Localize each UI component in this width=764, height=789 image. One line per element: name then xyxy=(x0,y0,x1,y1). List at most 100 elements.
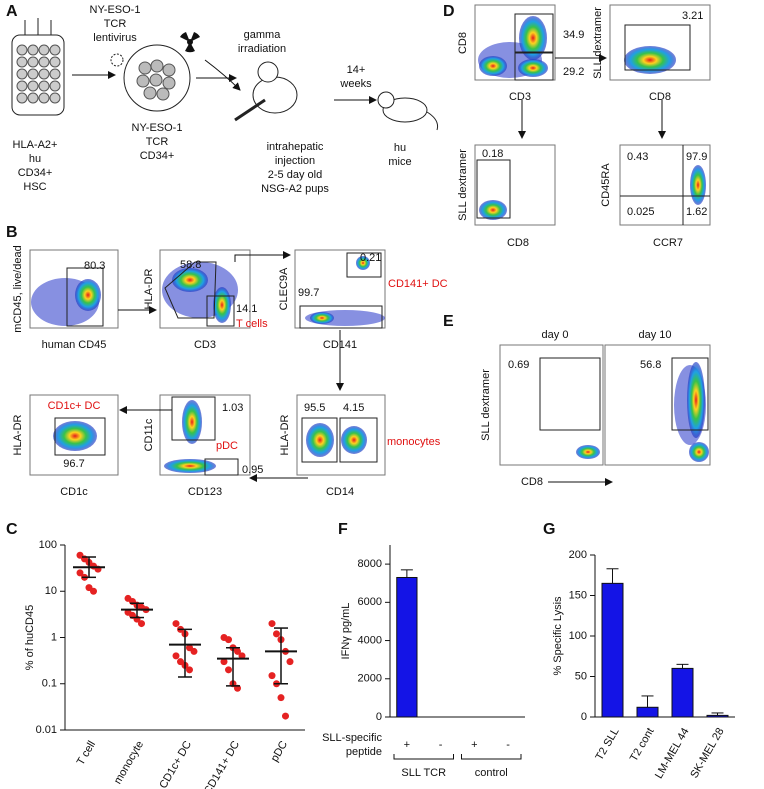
axis-label: CLEC9A xyxy=(278,267,290,310)
a-label: TCR xyxy=(146,136,169,148)
axis-label: mCD45, live/dead xyxy=(12,245,24,332)
gate-value: 3.21 xyxy=(682,10,703,22)
y-tick-label: 0 xyxy=(581,711,587,723)
a-label: hu xyxy=(29,153,41,165)
a-label: CD34+ xyxy=(18,167,53,179)
density xyxy=(518,59,548,77)
x-tick-label: T2 cont xyxy=(628,726,657,764)
density xyxy=(75,279,101,311)
density xyxy=(341,426,367,454)
x-tick-label: + xyxy=(404,739,410,751)
x-tick-label: T cell xyxy=(75,739,98,768)
a-label: 14+ xyxy=(347,64,366,76)
gate-value: 58.8 xyxy=(180,259,201,271)
gate-value: 0.025 xyxy=(627,206,655,218)
gate-value: 0.21 xyxy=(360,252,381,264)
axis-label: SLL dextramer xyxy=(480,369,492,441)
density xyxy=(356,256,370,270)
shape xyxy=(16,80,28,92)
x-tick-label: LM-MEL 44 xyxy=(653,726,692,781)
axis-label: CD11c xyxy=(143,418,155,451)
plot-title: day 10 xyxy=(638,329,671,341)
gate-value: 99.7 xyxy=(298,287,319,299)
group-label: control xyxy=(475,767,508,779)
shape xyxy=(49,44,61,56)
shape xyxy=(156,87,170,101)
data-point xyxy=(286,658,294,666)
shape xyxy=(49,92,61,104)
y-axis-label: IFNγ pg/mL xyxy=(340,603,352,660)
data-point xyxy=(273,630,280,638)
axis-label: human CD45 xyxy=(42,339,107,351)
gate xyxy=(671,357,709,431)
axis-label: CD8 xyxy=(507,237,529,249)
gate-value: 29.2 xyxy=(563,66,584,78)
shape xyxy=(138,61,152,75)
gate xyxy=(624,24,691,71)
axis-label: CD3 xyxy=(194,339,216,351)
gate xyxy=(301,417,338,463)
a-label: irradiation xyxy=(238,43,286,55)
gate-value: 0.43 xyxy=(627,151,648,163)
shape xyxy=(27,56,39,68)
shape xyxy=(16,44,28,56)
gate-value: 56.8 xyxy=(640,359,661,371)
annotation: CD141+ DC xyxy=(388,278,448,290)
shape xyxy=(49,80,61,92)
bar xyxy=(706,714,729,718)
shape xyxy=(38,56,50,68)
a-label: injection xyxy=(275,155,315,167)
y-tick-label: 200 xyxy=(569,549,587,561)
gate xyxy=(171,396,216,441)
shape xyxy=(16,56,28,68)
density xyxy=(306,423,334,457)
x-tick-label: SK-MEL 28 xyxy=(688,726,726,780)
shape xyxy=(38,80,50,92)
shape xyxy=(150,59,164,73)
y-tick-label: 0 xyxy=(376,711,382,723)
axis-label: HLA-DR xyxy=(12,414,24,455)
shape xyxy=(38,44,50,56)
x-tick-label: monocyte xyxy=(112,739,146,786)
shape xyxy=(27,80,39,92)
bar xyxy=(396,576,418,718)
axis-label: CD1c xyxy=(60,486,88,498)
data-point xyxy=(138,620,145,628)
a-label: weeks xyxy=(339,78,372,90)
a-label: HLA-A2+ xyxy=(13,139,58,151)
mouse-head xyxy=(377,91,395,109)
x-tick-label: pDC xyxy=(269,739,290,764)
a-label: HSC xyxy=(23,181,46,193)
row-label: peptide xyxy=(346,746,382,758)
data-point xyxy=(282,712,289,720)
density xyxy=(213,287,231,323)
panel-label: E xyxy=(443,313,454,330)
density xyxy=(479,56,507,76)
shape xyxy=(27,92,39,104)
a-label: NSG-A2 pups xyxy=(261,183,329,195)
y-tick-label: 2000 xyxy=(358,673,382,685)
density xyxy=(182,400,202,444)
bar xyxy=(636,706,659,718)
shape xyxy=(38,92,50,104)
data-point xyxy=(225,636,232,644)
gate-value: 4.15 xyxy=(343,402,364,414)
annotation: CD1c+ DC xyxy=(48,400,101,412)
arrow xyxy=(234,251,291,262)
panel-label: D xyxy=(443,3,455,20)
x-tick-label: T2 SLL xyxy=(593,726,621,763)
a-label: TCR xyxy=(104,18,127,30)
flow-box xyxy=(499,344,604,466)
y-tick-label: 0.01 xyxy=(36,724,57,736)
gate xyxy=(339,417,378,463)
axis-label: CD8 xyxy=(457,32,469,54)
gate-value: 95.5 xyxy=(304,402,325,414)
gate xyxy=(54,417,106,456)
shape xyxy=(49,68,61,80)
cell-cluster xyxy=(16,44,61,104)
gate-value: 1.03 xyxy=(222,402,243,414)
y-tick-label: 150 xyxy=(569,589,587,601)
gate xyxy=(539,357,601,431)
y-tick-label: 100 xyxy=(569,630,587,642)
mouse-icon xyxy=(382,97,428,123)
